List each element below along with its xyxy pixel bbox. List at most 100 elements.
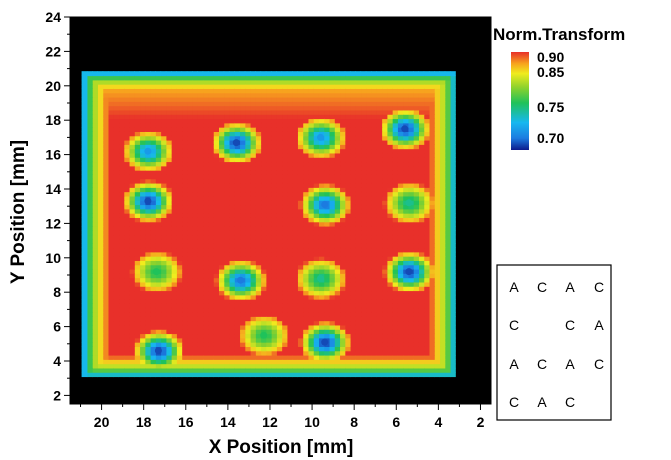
heatmap-cell [102, 187, 109, 193]
heatmap-cell [97, 71, 104, 77]
heatmap-cell [171, 75, 177, 81]
heatmap-cell [334, 316, 341, 322]
heatmap-cell [444, 320, 451, 326]
heatmap-cell [207, 273, 214, 279]
heatmap-cell [428, 221, 435, 227]
heatmap-cell [134, 178, 141, 184]
heatmap-cell [260, 342, 267, 347]
heatmap-cell [197, 311, 204, 317]
heatmap-cell [102, 359, 109, 365]
heatmap-cell [297, 71, 304, 77]
heatmap-cell [339, 367, 346, 373]
heatmap-cell [334, 109, 341, 115]
heatmap-cell [97, 350, 104, 356]
heatmap-cell [318, 79, 325, 85]
heatmap-cell [255, 148, 262, 154]
heatmap-cell [260, 75, 267, 81]
heatmap-cell [202, 174, 209, 180]
heatmap-cell [128, 105, 135, 111]
heatmap-cell [128, 217, 135, 223]
heatmap-cell [360, 88, 367, 94]
heatmap-cell [207, 161, 214, 167]
heatmap-cell [197, 281, 204, 287]
heatmap-cell [134, 337, 141, 343]
heatmap-cell [397, 268, 404, 274]
heatmap-cell [92, 135, 98, 141]
heatmap-cell [297, 182, 304, 188]
heatmap-cell [86, 79, 93, 85]
heatmap-cell [271, 260, 277, 266]
heatmap-cell [292, 217, 298, 223]
heatmap-cell [155, 363, 162, 369]
heatmap-cell [418, 122, 425, 128]
heatmap-cell [328, 122, 335, 128]
heatmap-cell [249, 307, 256, 313]
heatmap-cell [423, 311, 430, 317]
heatmap-cell [86, 311, 93, 317]
heatmap-cell [286, 342, 293, 347]
heatmap-cell [381, 225, 388, 231]
heatmap-cell [239, 221, 246, 227]
heatmap-cell [192, 247, 198, 253]
heatmap-cell [139, 307, 146, 313]
heatmap-cell [386, 286, 393, 292]
heatmap-cell [97, 157, 104, 163]
heatmap-cell [160, 139, 167, 145]
heatmap-cell [192, 213, 198, 218]
heatmap-cell [92, 213, 98, 218]
heatmap-cell [307, 303, 314, 309]
heatmap-cell [439, 92, 446, 98]
heatmap-cell [276, 320, 283, 326]
heatmap-cell [376, 195, 383, 201]
heatmap-cell [355, 213, 362, 218]
heatmap-cell [223, 320, 230, 326]
heatmap-cell [318, 221, 325, 227]
heatmap-cell [365, 299, 372, 304]
heatmap-cell [365, 178, 372, 184]
heatmap-cell [355, 161, 362, 167]
heatmap-cell [134, 92, 141, 98]
heatmap-cell [276, 299, 283, 304]
heatmap-cell [392, 350, 398, 356]
heatmap-cell [134, 114, 141, 120]
heatmap-cell [118, 187, 125, 193]
heatmap-cell [434, 170, 441, 175]
heatmap-cell [292, 187, 298, 193]
heatmap-cell [318, 92, 325, 98]
heatmap-cell [349, 114, 356, 120]
heatmap-cell [102, 372, 109, 378]
heatmap-cell [181, 114, 188, 120]
heatmap-cell [407, 234, 414, 240]
heatmap-cell [244, 178, 251, 184]
heatmap-cell [92, 264, 98, 270]
heatmap-cell [249, 161, 256, 167]
heatmap-cell [286, 191, 293, 197]
heatmap-cell [381, 187, 388, 193]
heatmap-cell [423, 234, 430, 240]
heatmap-cell [134, 294, 141, 300]
heatmap-cell [160, 286, 167, 292]
heatmap-cell [160, 307, 167, 313]
heatmap-cell [218, 367, 225, 373]
heatmap-cell [423, 294, 430, 300]
heatmap-cell [149, 350, 156, 356]
heatmap-cell [113, 221, 120, 227]
heatmap-cell [444, 174, 451, 180]
heatmap-cell [97, 260, 104, 266]
heatmap-cell [134, 88, 141, 94]
heatmap-cell [239, 161, 246, 167]
heatmap-cell [449, 324, 456, 330]
heatmap-cell [307, 204, 314, 210]
heatmap-cell [123, 122, 130, 128]
heatmap-cell [360, 268, 367, 274]
heatmap-cell [397, 122, 404, 128]
heatmap-cell [144, 367, 151, 373]
heatmap-cell [249, 165, 256, 171]
heatmap-cell [276, 316, 283, 322]
heatmap-cell [176, 109, 183, 115]
heatmap-cell [192, 372, 198, 378]
heatmap-cell [249, 260, 256, 266]
heatmap-cell [92, 238, 98, 244]
heatmap-cell [192, 135, 198, 141]
heatmap-cell [181, 71, 188, 77]
